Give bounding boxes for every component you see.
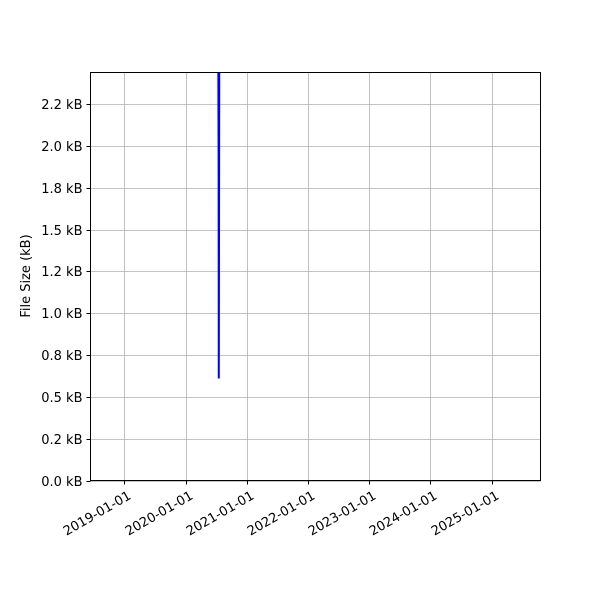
plot-frame <box>90 72 541 481</box>
y-tick-label: 2.0 kB <box>41 140 82 155</box>
y-tick-label: 1.8 kB <box>41 182 82 197</box>
y-tick-label: 1.5 kB <box>41 224 82 239</box>
series-line <box>217 72 221 379</box>
y-axis-label: File Size (kB) <box>19 234 34 317</box>
x-tick-label: 2021-01-01 <box>184 489 257 540</box>
x-tick-label: 2024-01-01 <box>367 489 440 540</box>
x-tick-label: 2020-01-01 <box>123 489 196 540</box>
x-tick-label: 2025-01-01 <box>429 489 502 540</box>
x-tick-label: 2019-01-01 <box>61 489 134 540</box>
x-tick-label: 2023-01-01 <box>306 489 379 540</box>
y-tick-label: 0.8 kB <box>41 349 82 364</box>
x-tick-label: 2022-01-01 <box>245 489 318 540</box>
y-tick-label: 0.5 kB <box>41 391 82 406</box>
y-tick-label: 2.2 kB <box>41 98 82 113</box>
y-tick-label: 1.2 kB <box>41 265 82 280</box>
y-tick-label: 0.0 kB <box>41 475 82 490</box>
y-tick-label: 1.0 kB <box>41 307 82 322</box>
y-tick-label: 0.2 kB <box>41 433 82 448</box>
